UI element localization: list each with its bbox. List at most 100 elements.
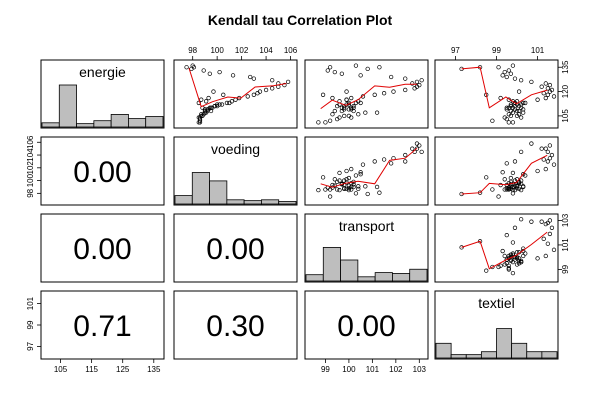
tick-label: 120	[561, 84, 570, 98]
scatter-point	[510, 63, 516, 68]
histogram-bar	[496, 328, 513, 359]
scatter-point	[349, 95, 354, 101]
scatter-point	[516, 108, 522, 114]
scatter-point	[363, 184, 368, 189]
scatter-point	[356, 186, 361, 192]
scatter-point	[344, 89, 349, 94]
scatter-point	[535, 168, 540, 174]
scatter-point	[203, 99, 209, 104]
tick-label: 102	[26, 161, 35, 175]
histogram-bar	[465, 354, 482, 359]
scatter-point	[356, 184, 361, 189]
scatter-point	[459, 245, 464, 250]
tick-label: 135	[147, 365, 161, 374]
scatter-point	[541, 157, 546, 162]
scatter-point	[541, 236, 546, 241]
scatter-point	[549, 152, 555, 158]
scatter-point	[330, 95, 335, 101]
scatter-point	[508, 258, 514, 264]
scatter-point	[498, 182, 503, 188]
scatter-point	[512, 100, 518, 106]
panel-frame	[304, 290, 429, 360]
scatter-point	[506, 120, 511, 125]
scatter-point	[332, 108, 337, 114]
scatter-point	[337, 170, 342, 176]
scatter-point	[349, 187, 354, 192]
scatter-point	[339, 108, 345, 114]
panel-frame	[304, 59, 429, 129]
scatter-point	[381, 91, 387, 96]
tick-label: 97	[26, 341, 35, 350]
histogram-bar	[305, 274, 324, 282]
scatter-point	[477, 239, 483, 244]
histogram-bar	[261, 199, 280, 205]
panel-transport-voeding: 0.00	[173, 213, 298, 283]
scatter-point	[508, 108, 514, 114]
scatter-point	[512, 187, 518, 193]
scatter-point	[417, 143, 422, 148]
scatter-point	[219, 102, 225, 107]
scatter-point	[543, 95, 548, 101]
scatter-point	[358, 170, 363, 175]
correlation-value: 0.00	[73, 156, 131, 189]
histogram-bar	[340, 259, 359, 282]
scatter-point	[518, 178, 524, 183]
scatter-point	[346, 187, 352, 193]
scatter-point	[233, 97, 238, 102]
scatter-point	[403, 87, 408, 93]
histogram-bar	[128, 118, 147, 128]
histogram-bar	[409, 268, 428, 282]
scatter-point	[251, 92, 257, 97]
panel-frame	[173, 59, 298, 129]
scatter-point	[508, 71, 514, 76]
scatter-point	[512, 76, 518, 81]
scatter-point	[539, 84, 544, 89]
scatter-point	[320, 175, 326, 180]
scatter-point	[502, 253, 507, 259]
scatter-point	[316, 120, 321, 125]
scatter-point	[217, 69, 222, 75]
scatter-point	[346, 183, 352, 188]
scatter-point	[496, 65, 501, 70]
scatter-point	[349, 107, 354, 112]
scatter-point	[521, 253, 526, 259]
correlation-value: 0.00	[337, 310, 395, 343]
histogram-bar	[226, 199, 245, 205]
tick-label: 103	[413, 365, 427, 374]
scatter-point	[516, 186, 522, 192]
histogram-bar	[392, 273, 411, 282]
scatter-point	[199, 112, 204, 117]
scatter-point	[337, 187, 342, 193]
scatter-point	[360, 162, 366, 167]
scatter-point	[521, 172, 526, 177]
scatter-point	[502, 177, 507, 182]
panel-frame	[304, 213, 429, 283]
histogram-bar	[174, 195, 193, 205]
tick-label: 98	[26, 188, 35, 197]
scatter-point	[518, 217, 524, 222]
scatter-point	[184, 65, 189, 70]
scatter-point	[344, 97, 349, 102]
scatter-point	[500, 170, 505, 175]
scatter-point	[543, 166, 548, 172]
correlation-value: 0.00	[206, 233, 264, 266]
scatter-point	[502, 69, 507, 75]
scatter-point	[502, 262, 507, 267]
histogram-bar	[435, 342, 452, 359]
tick-label: 106	[26, 135, 35, 149]
scatter-point	[377, 190, 382, 195]
panel-voeding-textiel	[434, 136, 559, 206]
scatter-point	[512, 225, 518, 230]
scatter-point	[351, 182, 356, 187]
scatter-point	[342, 105, 347, 110]
scatter-point	[207, 71, 212, 76]
scatter-point	[381, 157, 387, 162]
scatter-point	[529, 141, 534, 146]
scatter-point	[516, 181, 522, 186]
scatter-point	[504, 232, 509, 238]
histogram-bar	[278, 201, 297, 205]
scatter-point	[521, 110, 526, 115]
scatter-point	[506, 186, 511, 192]
panel-frame	[40, 213, 165, 283]
scatter-point	[510, 182, 516, 187]
